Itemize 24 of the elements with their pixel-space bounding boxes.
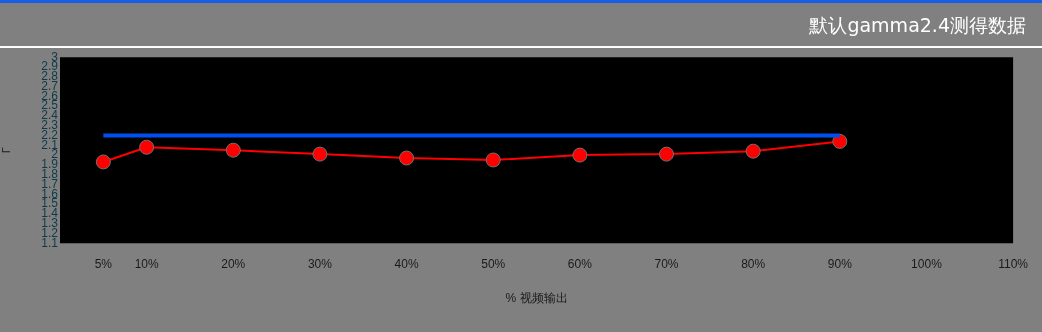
x-tick-label: 10%: [134, 256, 159, 271]
chart-title: 默认gamma2.4测得数据: [809, 13, 1026, 38]
point: [225, 142, 241, 158]
x-tick-label: 60%: [567, 256, 593, 271]
x-axis-title: % 视频输出: [505, 291, 568, 306]
x-tick-label: 20%: [221, 256, 246, 271]
point: [572, 147, 588, 163]
x-tick-label: 50%: [481, 256, 506, 271]
point: [659, 146, 675, 162]
x-tick-label: 5%: [94, 256, 113, 271]
x-tick-label: 80%: [741, 256, 766, 271]
x-tick-label: 90%: [827, 256, 853, 271]
point: [139, 139, 155, 155]
point: [95, 154, 111, 170]
x-tick-label: 70%: [654, 256, 679, 271]
point: [312, 146, 328, 162]
point: [485, 152, 501, 168]
point: [745, 143, 761, 159]
x-tick-label: 40%: [394, 256, 419, 271]
x-tick-label: 30%: [307, 256, 333, 271]
x-tick-label: 100%: [911, 256, 943, 271]
point: [399, 150, 415, 166]
x-tick-label: 110%: [998, 256, 1029, 271]
y-axis-title: Γ: [0, 147, 12, 154]
